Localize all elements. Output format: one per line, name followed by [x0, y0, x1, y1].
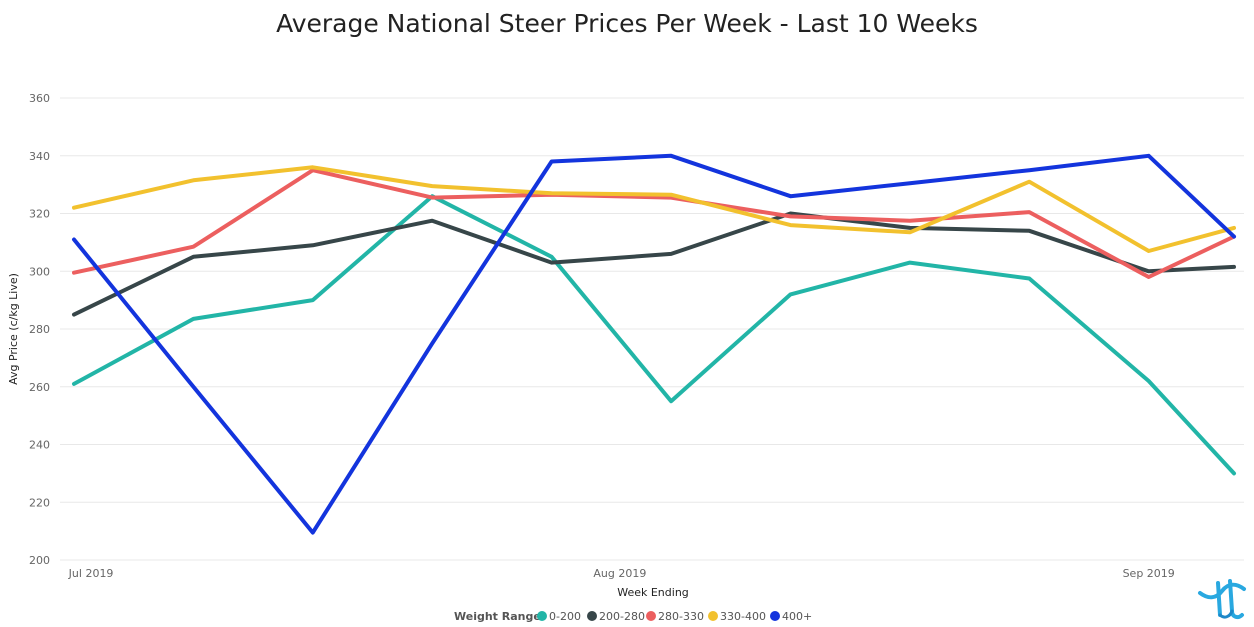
x-tick-label: Jul 2019	[68, 567, 114, 580]
legend-title: Weight Range	[454, 610, 541, 623]
y-tick-label: 220	[29, 496, 50, 509]
x-tick-label: Sep 2019	[1123, 567, 1175, 580]
series-line-0-200	[72, 194, 1236, 476]
legend-marker-400+	[770, 611, 780, 621]
y-tick-label: 300	[29, 265, 50, 278]
legend-label-0-200: 0-200	[549, 610, 581, 623]
series-line-200-280	[72, 211, 1236, 317]
chart-title: Average National Steer Prices Per Week -…	[276, 9, 978, 38]
series-line-280-330	[72, 168, 1236, 279]
y-tick-label: 280	[29, 323, 50, 336]
x-axis-label: Week Ending	[617, 586, 689, 599]
legend-marker-0-200	[537, 611, 547, 621]
legend-label-330-400: 330-400	[720, 610, 766, 623]
y-tick-label: 360	[29, 92, 50, 105]
series-line-330-400	[72, 165, 1236, 253]
gridlines	[60, 97, 1244, 561]
legend-label-280-330: 280-330	[658, 610, 704, 623]
y-tick-label: 260	[29, 381, 50, 394]
legend-label-400+: 400+	[782, 610, 812, 623]
legend-marker-330-400	[708, 611, 718, 621]
series-lines	[72, 153, 1236, 535]
legend-marker-200-280	[587, 611, 597, 621]
x-tick-label: Aug 2019	[593, 567, 646, 580]
y-tick-label: 240	[29, 439, 50, 452]
y-tick-label: 200	[29, 554, 50, 567]
legend-marker-280-330	[646, 611, 656, 621]
y-axis-label: Avg Price (c/kg Live)	[7, 273, 20, 385]
y-tick-label: 340	[29, 150, 50, 163]
series-line-400+	[72, 153, 1236, 535]
y-axis-ticks: 200 220 240 260 280 300 320 340 360	[29, 92, 50, 567]
brand-logo-icon	[1198, 579, 1246, 620]
legend-label-200-280: 200-280	[599, 610, 645, 623]
y-tick-label: 320	[29, 208, 50, 221]
x-axis-ticks: Jul 2019 Aug 2019 Sep 2019	[68, 567, 1175, 580]
legend: Weight Range 0-200 200-280 280-330 330-400 40…	[454, 610, 812, 623]
